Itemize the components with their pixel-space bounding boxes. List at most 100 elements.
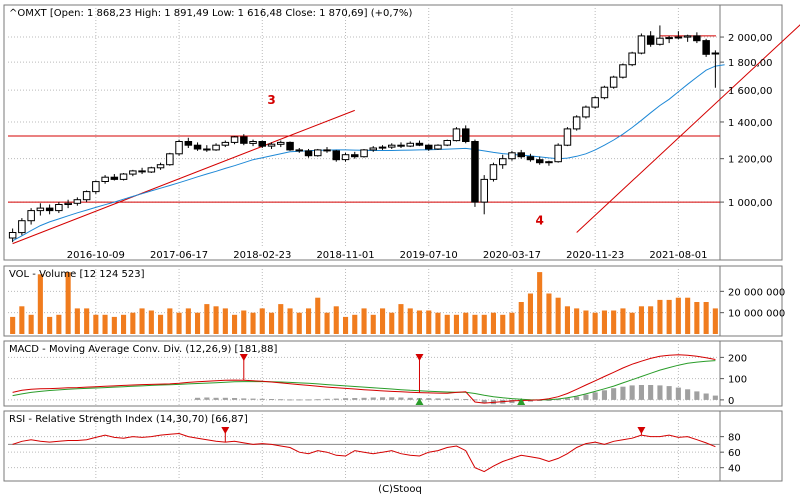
volume-bar (111, 316, 117, 334)
volume-bar (28, 314, 34, 334)
candle-body (554, 144, 562, 163)
volume-bar (712, 308, 718, 334)
candle-body (434, 144, 442, 150)
panel-frame-rsi (3, 410, 783, 482)
macd-panel-title: MACD - Moving Average Conv. Div. (12,26,… (9, 344, 277, 355)
macd-histogram-bar (306, 399, 312, 401)
candle-body (147, 167, 156, 173)
candle-body (73, 199, 82, 204)
volume-bar (232, 314, 238, 334)
candle-body (360, 149, 368, 158)
candle-body (480, 178, 488, 203)
macd-histogram-bar (648, 385, 654, 400)
candle-body (332, 150, 340, 161)
rsi-panel-title: RSI - Relative Strength Index (14,30,70)… (9, 414, 248, 425)
volume-bar (130, 312, 136, 334)
rsi-line (12, 432, 716, 473)
candle-body (637, 35, 646, 54)
candle-body (628, 52, 636, 66)
price-y-tick-label: 1 000,00 (728, 198, 773, 209)
price-y-tick-label: 1 600,00 (728, 86, 773, 97)
candle-body (92, 181, 100, 193)
volume-bar (352, 314, 358, 334)
candle-body (646, 35, 655, 45)
candle-body (166, 153, 174, 166)
candle-body (582, 106, 590, 118)
macd-histogram-bar (629, 385, 635, 400)
volume-bar (703, 302, 709, 334)
chart-text: 2016-10-09 2017-06-17 2018-02-23 2018-11-01… (9, 8, 785, 475)
volume-bar (167, 308, 173, 334)
macd-histogram-bar (685, 389, 691, 400)
volume-bar (241, 310, 247, 334)
candle-body (119, 173, 128, 180)
macd-histogram-bar (509, 399, 515, 404)
candle-body (258, 141, 266, 147)
volume-bar (176, 312, 182, 334)
candle-body (572, 116, 581, 130)
x-tick-label: 2020-03-17 (483, 250, 541, 261)
candle-body (397, 144, 405, 147)
candle-body (249, 141, 257, 144)
macd-histogram-bar (703, 393, 709, 400)
candle-body (378, 146, 387, 149)
volume-bar (666, 299, 672, 334)
volume-bar (638, 306, 644, 334)
volume-bar (398, 304, 404, 334)
macd-histogram-bar (241, 398, 247, 400)
candle-body (240, 136, 248, 144)
volume-bar (416, 310, 422, 334)
macd-histogram-bar (435, 398, 441, 400)
volume-bar (84, 308, 90, 334)
macd-histogram-bar (352, 398, 358, 400)
volume-bar (370, 314, 376, 334)
candle-body (609, 76, 618, 88)
macd-histogram-bar (453, 398, 459, 400)
candle-body (277, 141, 285, 145)
candle-body (489, 164, 498, 180)
macd-histogram-bar (315, 399, 321, 401)
volume-bar (37, 274, 43, 334)
volume-bar (315, 297, 321, 334)
candle-body (526, 156, 535, 161)
macd-histogram-bar (370, 397, 376, 400)
candle-body (406, 142, 414, 147)
macd-histogram-bar (204, 397, 210, 400)
buy-signal-marker (415, 398, 424, 405)
volume-bar (694, 302, 700, 334)
candle-body (536, 159, 544, 164)
volume-bar (444, 314, 450, 334)
volume-panel-title: VOL - Volume [12 124 523] (9, 269, 145, 280)
macd-histogram-bar (278, 399, 284, 401)
macd-histogram-bar (555, 399, 561, 401)
candle-body (462, 128, 470, 142)
candle-body (711, 52, 720, 55)
volume-bar (56, 314, 62, 334)
volume-bar (306, 308, 312, 334)
macd-histogram-bar (574, 396, 580, 400)
volume-bar (296, 312, 302, 334)
macd-histogram-bar (269, 399, 275, 400)
rsi-signal-marker (637, 427, 646, 434)
candle-body (129, 170, 137, 175)
candle-body (471, 141, 479, 203)
candle-body (600, 86, 609, 99)
trend-line-2 (576, 24, 800, 233)
macd-histogram-bar (259, 398, 265, 400)
macd-histogram-bar (343, 398, 349, 400)
macd-histogram-bar (666, 386, 672, 400)
volume-bar (481, 314, 487, 334)
macd-histogram-bar (324, 398, 330, 400)
macd-histogram-bar (444, 398, 450, 400)
volume-bar (250, 312, 256, 334)
candle-body (415, 142, 424, 146)
candle-body (286, 141, 294, 151)
volume-bar (601, 310, 607, 334)
candle-body (517, 152, 525, 158)
candle-body (193, 144, 202, 150)
volume-bar (361, 308, 367, 334)
x-tick-label: 2017-06-17 (150, 250, 208, 261)
candle-body (156, 164, 165, 169)
volume-bar (333, 306, 339, 334)
candle-body (101, 176, 109, 182)
